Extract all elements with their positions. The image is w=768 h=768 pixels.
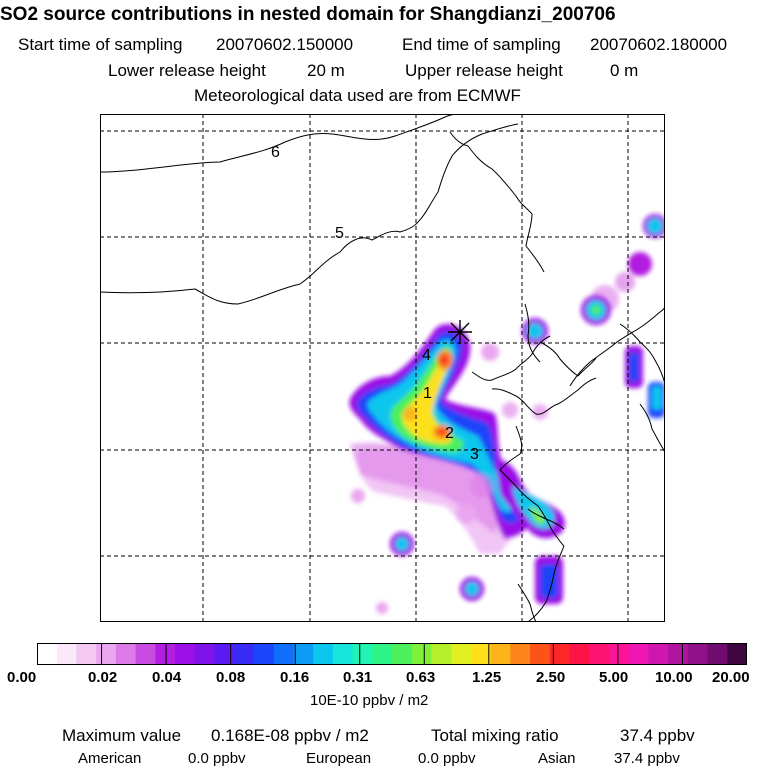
colorbar-cell [608, 643, 630, 665]
american-label: American [78, 750, 142, 767]
colorbar-cell [530, 643, 551, 665]
lower-release-value: 20 m [307, 61, 345, 80]
start-time-value: 20070602.150000 [216, 35, 354, 54]
colorbar-cell [194, 643, 216, 665]
colorbar-tick-10: 10.00 [655, 669, 693, 686]
colorbar-cell [234, 643, 255, 665]
colorbar-cell [707, 643, 728, 665]
plume-field [349, 214, 665, 614]
european-value: 0.0 ppbv [418, 750, 476, 767]
lat-lon-grid [100, 114, 665, 622]
colorbar-cell [648, 643, 669, 665]
colorbar-tick-6: 0.63 [406, 669, 436, 686]
concentration-map: 1 2 3 4 5 6 [100, 114, 665, 622]
colorbar-tick-8: 2.50 [536, 669, 566, 686]
colorbar-cell [352, 643, 373, 665]
total-mixing-label: Total mixing ratio [431, 726, 559, 745]
colorbar-tick-2: 0.04 [152, 669, 182, 686]
colorbar [37, 643, 747, 665]
region-label-3: 3 [470, 446, 479, 463]
colorbar-cell [470, 643, 492, 665]
colorbar-cell [510, 643, 531, 665]
chart-title: SO2 source contributions in nested domai… [0, 4, 616, 25]
colorbar-cells [37, 643, 747, 665]
region-label-1: 1 [423, 385, 432, 402]
colorbar-cell [155, 643, 176, 665]
colorbar-tick-0: 0.00 [7, 669, 37, 686]
colorbar-tick-1: 0.02 [88, 669, 118, 686]
colorbar-tick-3: 0.08 [216, 669, 246, 686]
colorbar-dividers [101, 643, 683, 665]
colorbar-cell [549, 643, 571, 665]
american-value: 0.0 ppbv [188, 750, 246, 767]
colorbar-cell [214, 643, 235, 665]
colorbar-cell [76, 643, 97, 665]
colorbar-cell [253, 643, 275, 665]
colorbar-cell [569, 643, 590, 665]
colorbar-cell [490, 643, 511, 665]
region-label-5: 5 [335, 225, 344, 242]
colorbar-cell [687, 643, 709, 665]
colorbar-cell [628, 643, 649, 665]
colorbar-cell [313, 643, 334, 665]
end-time-label: End time of sampling [402, 35, 561, 54]
colorbar-cell [293, 643, 314, 665]
colorbar-cell [727, 643, 747, 665]
colorbar-tick-7: 1.25 [472, 669, 502, 686]
start-time-label: Start time of sampling [18, 35, 183, 54]
colorbar-cell [175, 643, 196, 665]
upper-release-label: Upper release height [405, 61, 563, 80]
colorbar-cell [411, 643, 433, 665]
colorbar-tick-11: 20.00 [712, 669, 750, 686]
end-time-value: 20070602.180000 [590, 35, 728, 54]
colorbar-cell [273, 643, 294, 665]
colorbar-cell [589, 643, 610, 665]
colorbar-cell [135, 643, 156, 665]
european-label: European [306, 750, 372, 767]
colorbar-cell [668, 643, 689, 665]
asian-label: Asian [538, 750, 576, 767]
region-label-2: 2 [445, 425, 454, 442]
colorbar-cell [451, 643, 472, 665]
colorbar-cell [372, 643, 393, 665]
receptor-star [448, 320, 472, 344]
map-frame [100, 114, 665, 622]
met-data-line: Meteorological data used are from ECMWF [194, 86, 521, 105]
region-label-4: 4 [422, 347, 431, 364]
colorbar-cell [431, 643, 452, 665]
region-label-6: 6 [271, 144, 280, 161]
coastlines [100, 114, 665, 622]
colorbar-cell [332, 643, 354, 665]
colorbar-tick-4: 0.16 [280, 669, 310, 686]
asian-value: 37.4 ppbv [614, 750, 680, 767]
lower-release-label: Lower release height [108, 61, 266, 80]
colorbar-cell [392, 643, 413, 665]
colorbar-cell [96, 643, 117, 665]
max-value: 0.168E-08 ppbv / m2 [211, 726, 369, 745]
max-value-label: Maximum value [62, 726, 182, 745]
colorbar-tick-9: 5.00 [599, 669, 629, 686]
colorbar-cell [56, 643, 78, 665]
colorbar-cell [115, 643, 137, 665]
colorbar-unit: 10E-10 ppbv / m2 [310, 692, 429, 709]
colorbar-cell [37, 643, 58, 665]
upper-release-value: 0 m [610, 61, 639, 80]
total-mixing-value: 37.4 ppbv [620, 726, 695, 745]
colorbar-tick-5: 0.31 [343, 669, 373, 686]
